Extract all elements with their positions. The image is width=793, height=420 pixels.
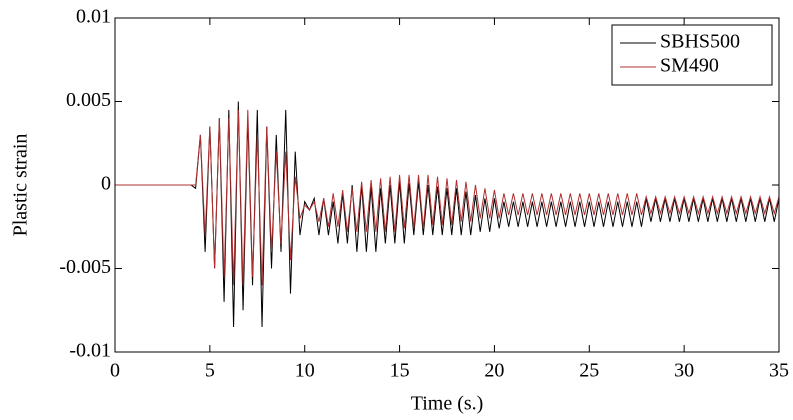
x-tick-label: 20 bbox=[484, 360, 504, 382]
y-tick-label: 0.01 bbox=[76, 6, 111, 28]
x-tick-label: 5 bbox=[205, 360, 215, 382]
x-tick-label: 15 bbox=[390, 360, 410, 382]
y-tick-label: 0 bbox=[101, 173, 111, 195]
legend-label: SM490 bbox=[660, 55, 719, 77]
x-tick-label: 10 bbox=[295, 360, 315, 382]
y-axis-label: Plastic strain bbox=[10, 134, 32, 237]
y-tick-label: -0.01 bbox=[69, 340, 111, 362]
legend-box bbox=[611, 24, 773, 86]
y-tick-label: -0.005 bbox=[59, 256, 111, 278]
x-tick-label: 0 bbox=[110, 360, 120, 382]
plot-frame bbox=[114, 17, 780, 353]
x-tick-label: 25 bbox=[579, 360, 599, 382]
x-axis-label: Time (s.) bbox=[411, 393, 484, 415]
x-tick-label: 30 bbox=[674, 360, 694, 382]
series-line bbox=[115, 101, 780, 327]
x-tick-label: 35 bbox=[769, 360, 789, 382]
series-line bbox=[115, 109, 780, 286]
legend-label: SBHS500 bbox=[660, 31, 740, 53]
y-tick-label: 0.005 bbox=[66, 89, 111, 111]
